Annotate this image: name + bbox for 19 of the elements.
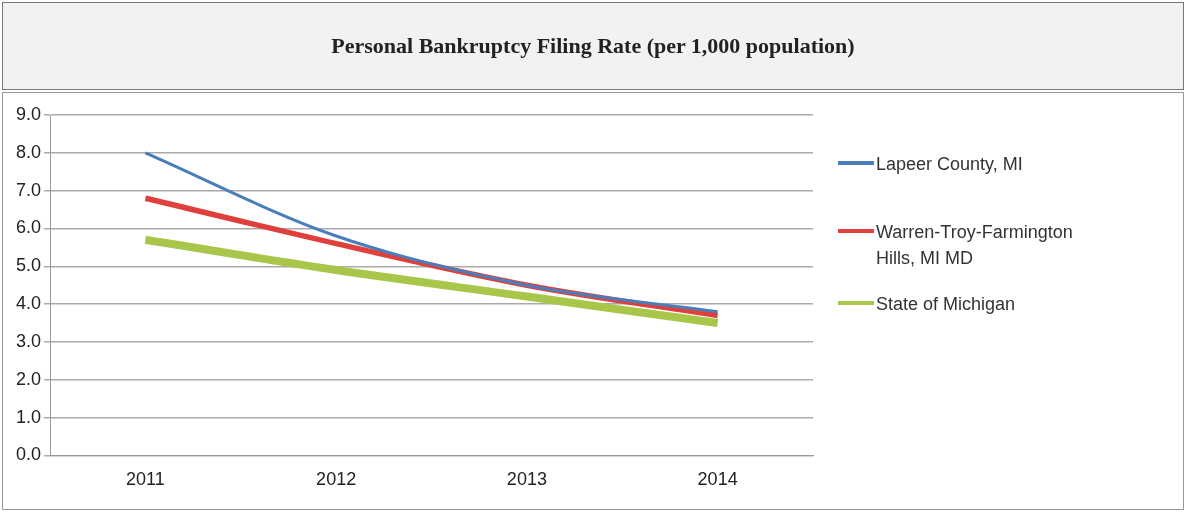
x-tick-label: 2012 [316, 469, 357, 490]
x-tick-label: 2011 [126, 469, 165, 490]
y-tick-label: 6.0 [15, 217, 42, 238]
x-tick-label: 2013 [506, 469, 547, 490]
x-tick-label: 2014 [697, 469, 738, 490]
y-tick-label: 7.0 [15, 179, 42, 200]
y-tick-label: 3.0 [15, 330, 42, 351]
y-tick-label: 9.0 [15, 103, 42, 124]
y-tick-label: 2.0 [15, 368, 42, 389]
y-tick-label: 8.0 [15, 141, 42, 162]
y-tick-label: 1.0 [15, 406, 42, 427]
legend-label: State of Michigan [876, 293, 1017, 316]
y-tick-label: 4.0 [15, 293, 42, 314]
legend-label: Lapeer County, MI [876, 153, 1024, 176]
chart-title: Personal Bankruptcy Filing Rate (per 1,000 population) [2, 2, 1184, 90]
legend-label: Warren-Troy-Farmington Hills, MI MD [876, 221, 1074, 270]
y-tick-label: 5.0 [15, 255, 42, 276]
line-series [143, 151, 720, 314]
y-tick-label: 0.0 [15, 444, 42, 465]
